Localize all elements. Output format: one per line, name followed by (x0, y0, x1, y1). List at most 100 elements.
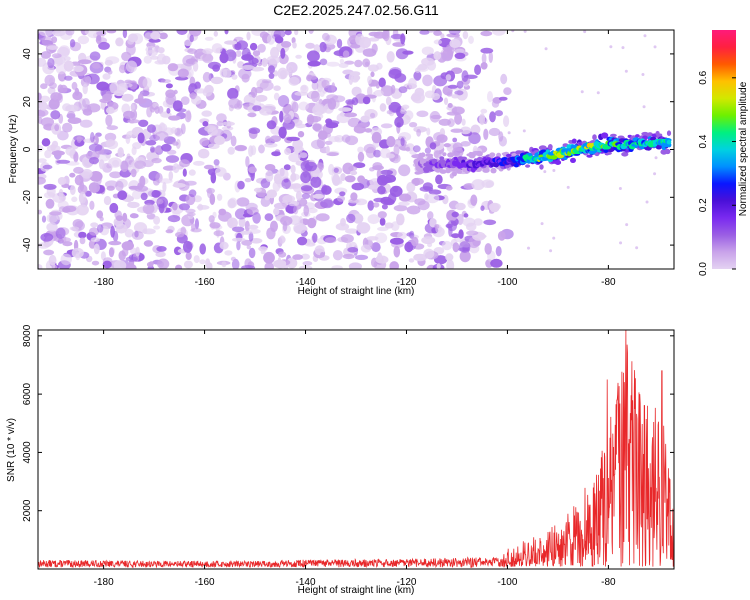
noise-cell (465, 222, 477, 231)
noise-cell (427, 211, 434, 220)
noise-cell (197, 203, 204, 211)
heatmap-y-axis-label: Frequency (Hz) (8, 115, 19, 184)
noise-cell (367, 200, 375, 211)
noise-cell (267, 30, 274, 34)
noise-cell (127, 201, 140, 209)
noise-cell (336, 38, 343, 49)
noise-cell (155, 131, 169, 141)
noise-cell (248, 127, 261, 134)
y-tick-label: -40 (22, 237, 33, 252)
noise-cell (480, 62, 488, 70)
noise-cell (366, 236, 379, 241)
noise-cell (332, 250, 343, 261)
noise-cell (424, 147, 431, 154)
noise-cell (105, 139, 116, 147)
noise-cell (422, 74, 433, 87)
noise-cell (317, 130, 328, 141)
noise-cell (438, 118, 451, 126)
noise-cell (58, 206, 67, 213)
noise-cell (500, 73, 508, 85)
noise-cell (158, 261, 164, 268)
noise-cell (90, 237, 101, 243)
noise-cell (371, 131, 382, 144)
signal-cell (554, 160, 562, 165)
noise-cell (153, 215, 161, 225)
noise-cell (393, 204, 408, 212)
noise-cell (213, 30, 218, 37)
noise-cell (146, 106, 153, 118)
noise-cell (379, 103, 387, 112)
noise-cell (198, 148, 210, 159)
noise-cell (134, 160, 147, 169)
noise-cell (390, 221, 400, 232)
noise-cell (210, 76, 224, 85)
y-tick-label: 6000 (22, 383, 33, 406)
noise-cell (351, 97, 359, 106)
noise-cell (89, 51, 101, 61)
noise-cell (327, 98, 337, 110)
noise-cell (370, 71, 375, 78)
noise-cell (338, 107, 352, 112)
colorbar-ticks: 0.0 0.2 0.4 0.6 (698, 70, 736, 276)
noise-cell (284, 30, 292, 36)
noise-cell (316, 80, 323, 93)
noise-cell (414, 198, 426, 206)
noise-cell (635, 246, 639, 250)
signal-cell (468, 152, 476, 159)
noise-cell (454, 52, 466, 59)
noise-cell (375, 255, 389, 264)
noise-cell (148, 38, 161, 43)
noise-cell (413, 253, 423, 259)
noise-cell (81, 168, 93, 179)
noise-cell (258, 144, 265, 154)
noise-cell (106, 30, 117, 34)
noise-cell (394, 73, 407, 83)
noise-cell (165, 229, 174, 234)
noise-cell (340, 173, 346, 182)
signal-cell (525, 164, 531, 168)
noise-cell (140, 192, 148, 201)
noise-cell (473, 218, 483, 226)
colorbar-tick-label: 0.4 (698, 134, 709, 148)
noise-cell (298, 101, 309, 111)
noise-cell (194, 218, 199, 230)
signal-cell (570, 157, 576, 163)
x-tick-label: -180 (94, 277, 114, 288)
noise-cell (485, 180, 494, 188)
noise-cell (319, 58, 328, 66)
noise-cell (354, 254, 369, 260)
noise-cell (50, 110, 61, 120)
noise-cell (43, 192, 56, 199)
noise-cell (300, 185, 313, 192)
noise-cell (122, 212, 128, 222)
noise-cell (43, 249, 55, 256)
snr-x-ticks: -180 -160 -140 -120 -100 -80 (94, 330, 616, 588)
noise-cell (88, 157, 100, 165)
noise-cell (273, 92, 280, 101)
noise-cell (44, 74, 56, 87)
noise-cell (435, 174, 443, 185)
noise-cell (165, 155, 180, 163)
noise-cell (305, 161, 317, 172)
noise-cell (316, 137, 326, 149)
x-tick-label: -80 (601, 577, 616, 588)
noise-cell (643, 34, 647, 38)
noise-cell (433, 51, 442, 61)
noise-cell (209, 222, 221, 229)
noise-cell (345, 228, 359, 234)
noise-cell (259, 31, 269, 39)
noise-cell (38, 145, 44, 152)
noise-cell (468, 35, 474, 45)
noise-cell (221, 121, 235, 126)
noise-cell (128, 185, 140, 190)
noise-cell (248, 247, 256, 259)
noise-cell (158, 32, 168, 40)
noise-cell (221, 261, 227, 268)
noise-cell (165, 83, 173, 89)
noise-cell (182, 54, 196, 67)
noise-cell (77, 35, 90, 45)
noise-cell (105, 114, 113, 127)
noise-cell (373, 197, 386, 203)
noise-cell (272, 180, 281, 192)
noise-cell (120, 160, 129, 172)
